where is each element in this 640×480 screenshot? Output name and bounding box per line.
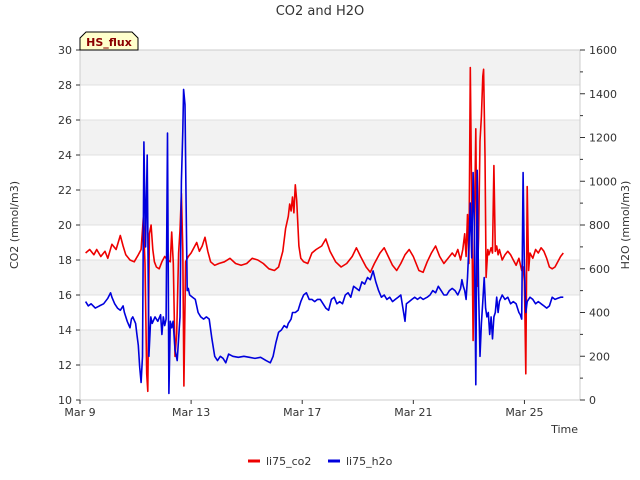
axis-right: 0 200 400 600 800 1000 1200 1400 1600 <box>580 44 617 407</box>
y-left-tick-label: 22 <box>58 184 72 197</box>
hs-flux-badge-text: HS_flux <box>86 36 132 49</box>
y-right-tick-label: 1600 <box>589 44 617 57</box>
axis-bottom: Mar 9 Mar 13 Mar 17 Mar 21 Mar 25 <box>64 400 544 419</box>
series-line-li75_h2o <box>84 88 564 395</box>
hs-flux-badge-shape <box>79 31 139 51</box>
y-left-tick-label: 26 <box>58 114 72 127</box>
legend-label-li75_h2o: li75_h2o <box>346 455 393 468</box>
x-tick-label: Mar 13 <box>172 406 210 419</box>
x-tick-label: Mar 17 <box>283 406 321 419</box>
y-right-tick-label: 800 <box>589 219 610 232</box>
y-left-tick-label: 16 <box>58 289 72 302</box>
x-tick-label: Mar 9 <box>64 406 95 419</box>
x-tick-label: Mar 25 <box>505 406 543 419</box>
series-layer <box>84 66 564 395</box>
plot-band <box>80 120 580 155</box>
y-left-tick-label: 28 <box>58 79 72 92</box>
y-left-tick-label: 18 <box>58 254 72 267</box>
chart-title: CO2 and H2O <box>276 4 365 19</box>
y-right-tick-label: 400 <box>589 307 610 320</box>
y-right-tick-label: 200 <box>589 350 610 363</box>
y-left-tick-label: 14 <box>58 324 72 337</box>
hs-flux-badge: HS_flux <box>79 31 139 51</box>
y-right-tick-label: 1400 <box>589 88 617 101</box>
y-left-tick-label: 20 <box>58 219 72 232</box>
plot-band <box>80 260 580 295</box>
y-right-tick-label: 600 <box>589 263 610 276</box>
axis-left: 10 12 14 16 18 20 22 24 26 28 30 <box>58 44 80 407</box>
y-axis-left-label: CO2 (mmol/m3) <box>8 181 21 269</box>
x-tick-label: Mar 21 <box>394 406 432 419</box>
y-right-tick-label: 1000 <box>589 175 617 188</box>
plot-band <box>80 50 580 85</box>
y-right-tick-label: 1200 <box>589 132 617 145</box>
y-right-tick-label: 0 <box>589 394 596 407</box>
y-left-tick-label: 24 <box>58 149 72 162</box>
legend: li75_co2 li75_h2o <box>248 455 393 468</box>
y-axis-right-label: H2O (mmol/m3) <box>619 181 632 270</box>
plot-band <box>80 190 580 225</box>
y-left-tick-label: 12 <box>58 359 72 372</box>
legend-label-li75_co2: li75_co2 <box>266 455 311 468</box>
plot-bands <box>80 50 580 365</box>
x-axis-label: Time <box>550 423 578 436</box>
series-line-li75_co2 <box>85 66 564 393</box>
y-left-tick-label: 30 <box>58 44 72 57</box>
plot-band <box>80 330 580 365</box>
y-left-tick-label: 10 <box>58 394 72 407</box>
